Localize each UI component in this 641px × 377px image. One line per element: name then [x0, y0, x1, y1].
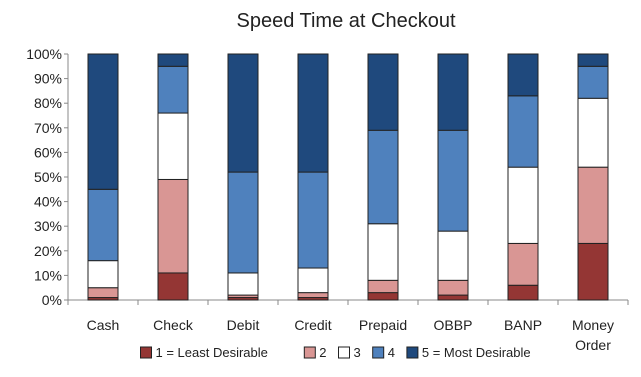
bar-segment-series-1	[157, 272, 189, 301]
bar-segment-series-3	[437, 230, 469, 281]
bar-segment-series-4	[437, 129, 469, 232]
bar-segment-series-2	[157, 178, 189, 274]
bar-segment-series-2	[87, 287, 119, 299]
bar-segment-series-3	[227, 272, 259, 296]
legend-swatch	[338, 346, 350, 359]
bar-segment-series-2	[297, 292, 329, 299]
bar-segment-series-4	[507, 95, 539, 168]
x-tick-label: Cash	[87, 317, 120, 333]
bar-segment-series-2	[367, 279, 399, 294]
legend-item: 5 = Most Desirable	[406, 345, 531, 360]
legend-label: 3	[354, 345, 361, 360]
bar-segment-series-5	[577, 53, 609, 67]
y-tick-label: 60%	[34, 144, 62, 160]
y-tick-label: 80%	[34, 95, 62, 111]
bar-segment-series-3	[297, 267, 329, 294]
legend-swatch	[372, 346, 385, 359]
legend-swatch	[303, 346, 316, 359]
bar-segment-series-3	[87, 260, 119, 289]
bar-segment-series-3	[507, 166, 539, 244]
x-tick-label: Debit	[227, 317, 260, 333]
bar-segment-series-3	[157, 112, 189, 180]
bar-segment-series-4	[297, 171, 329, 269]
bar-segment-series-1	[437, 294, 469, 301]
legend-swatch	[406, 346, 419, 359]
x-tick-label: Check	[153, 317, 194, 333]
bar-segment-series-5	[367, 53, 399, 131]
y-tick-label: 100%	[26, 46, 62, 62]
bar-segment-series-2	[437, 279, 469, 296]
legend-label: 4	[388, 345, 395, 360]
y-tick-label: 30%	[34, 218, 62, 234]
bar-segment-series-2	[507, 242, 539, 286]
bar-segment-series-5	[157, 53, 189, 67]
bar-segment-series-4	[227, 171, 259, 274]
legend-item: 4	[372, 345, 395, 360]
legend-label: 5 = Most Desirable	[422, 345, 531, 360]
y-tick-label: 50%	[34, 169, 62, 185]
bar-segment-series-3	[577, 97, 609, 168]
y-tick-label: 90%	[34, 71, 62, 87]
x-tick-label: Credit	[294, 317, 331, 333]
bar-segment-series-4	[577, 65, 609, 99]
legend-item: 1 = Least Desirable	[140, 345, 268, 360]
y-tick-label: 0%	[42, 292, 62, 308]
legend-swatch	[140, 346, 152, 359]
bar-segment-series-4	[367, 129, 399, 225]
bar-segment-series-5	[227, 53, 259, 173]
bar-segment-series-5	[87, 53, 119, 190]
x-tick-label: OBBP	[434, 317, 473, 333]
bar-segment-series-5	[437, 53, 469, 131]
y-tick-label: 10%	[34, 267, 62, 283]
legend-label: 2	[319, 345, 326, 360]
chart-title: Speed Time at Checkout	[236, 10, 455, 32]
legend-label: 1 = Least Desirable	[156, 345, 268, 360]
bar-segment-series-2	[577, 166, 609, 244]
legend-item: 2	[303, 345, 327, 360]
y-tick-label: 40%	[34, 194, 62, 210]
x-tick-label: Money	[572, 317, 614, 333]
bar-segment-series-4	[157, 65, 189, 114]
x-tick-label: BANP	[504, 317, 542, 333]
bar-segment-series-5	[297, 53, 329, 173]
bar-segment-series-1	[577, 242, 609, 301]
bar-segment-series-5	[507, 53, 539, 97]
bar-segment-series-1	[367, 292, 399, 301]
bar-segment-series-3	[367, 223, 399, 281]
x-tick-label: Order	[575, 337, 611, 353]
legend-item: 3	[338, 345, 361, 360]
bar-segment-series-4	[87, 188, 119, 262]
x-tick-label: Prepaid	[359, 317, 407, 333]
y-tick-label: 70%	[34, 120, 62, 136]
bar-segment-series-1	[507, 284, 539, 301]
y-tick-label: 20%	[34, 243, 62, 259]
